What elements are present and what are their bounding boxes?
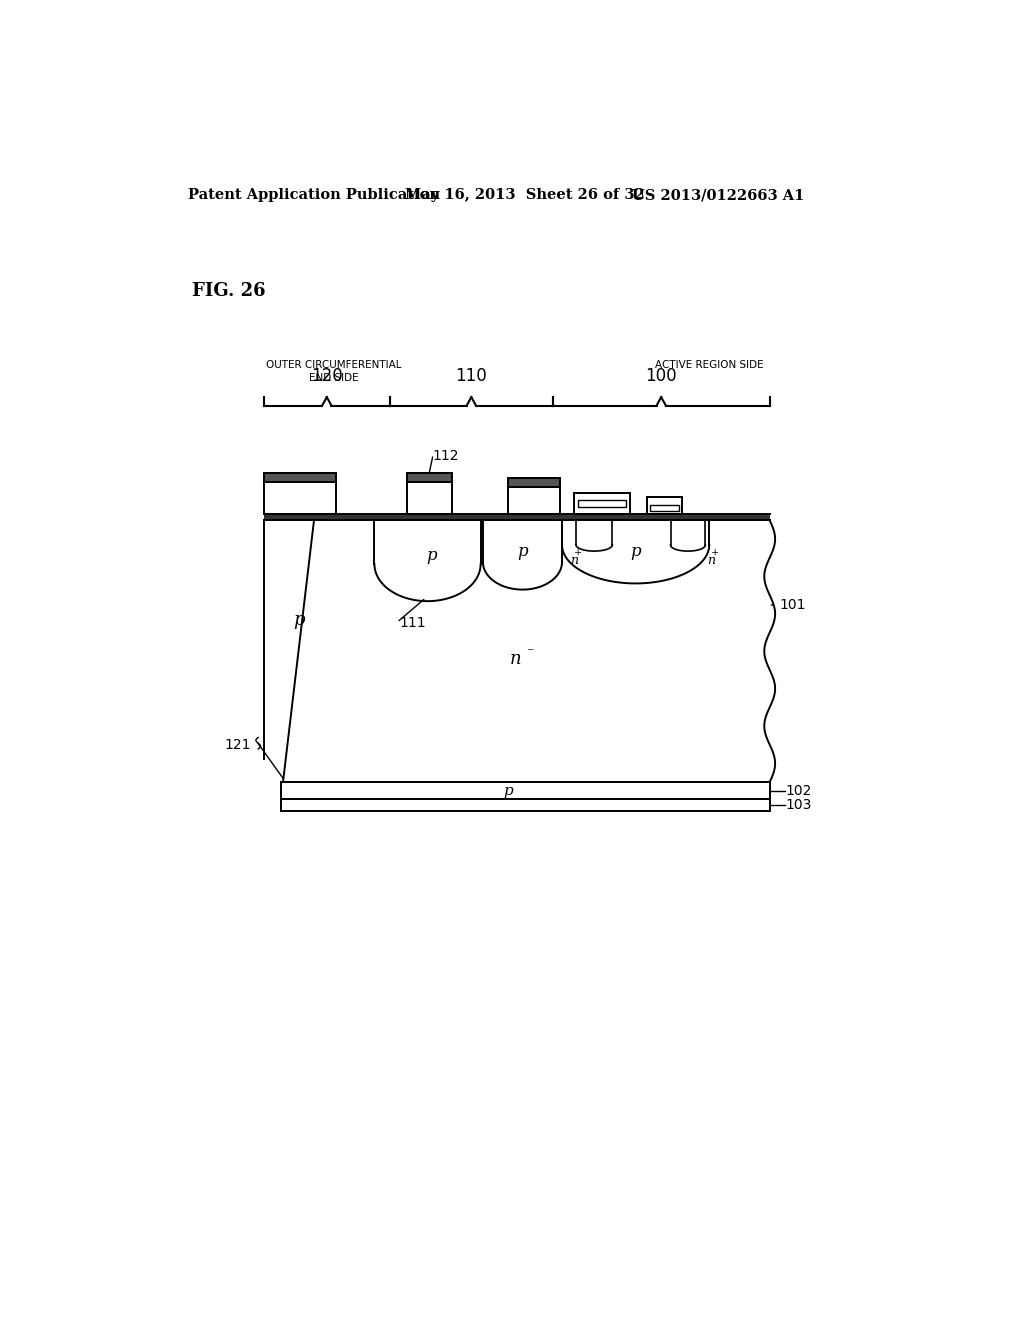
Text: 121: 121 [224, 738, 251, 752]
Text: +: + [573, 548, 582, 557]
Text: 101: 101 [771, 598, 806, 612]
Text: ACTIVE REGION SIDE: ACTIVE REGION SIDE [655, 360, 764, 370]
Text: 111: 111 [399, 615, 426, 630]
Bar [407, 473, 452, 482]
Bar [573, 492, 630, 515]
Text: n: n [569, 554, 578, 566]
Text: n: n [510, 649, 521, 668]
Text: p: p [631, 544, 641, 561]
Bar [650, 506, 679, 511]
Text: May 16, 2013  Sheet 26 of 32: May 16, 2013 Sheet 26 of 32 [406, 189, 645, 202]
Text: 102: 102 [785, 784, 812, 797]
Text: 100: 100 [645, 367, 677, 385]
Text: 120: 120 [311, 367, 343, 385]
Text: Patent Application Publication: Patent Application Publication [188, 189, 440, 202]
Bar [508, 478, 560, 487]
Text: US 2013/0122663 A1: US 2013/0122663 A1 [632, 189, 804, 202]
Text: p: p [426, 548, 436, 565]
Bar [263, 515, 770, 520]
Text: p: p [503, 784, 513, 797]
Text: p: p [293, 611, 304, 630]
Bar [263, 473, 336, 482]
Text: OUTER CIRCUMFERENTIAL
END SIDE: OUTER CIRCUMFERENTIAL END SIDE [266, 360, 401, 383]
Bar [647, 498, 682, 515]
Text: 112: 112 [432, 449, 459, 462]
Bar [508, 487, 560, 515]
Text: 110: 110 [456, 367, 487, 385]
Text: 103: 103 [785, 797, 812, 812]
Bar [579, 499, 626, 507]
Bar [263, 482, 336, 515]
Text: +: + [711, 548, 719, 557]
Bar [407, 482, 452, 515]
Text: p: p [517, 543, 527, 560]
Text: n: n [707, 554, 715, 566]
Text: FIG. 26: FIG. 26 [191, 282, 265, 300]
Text: ⁻: ⁻ [526, 645, 534, 660]
